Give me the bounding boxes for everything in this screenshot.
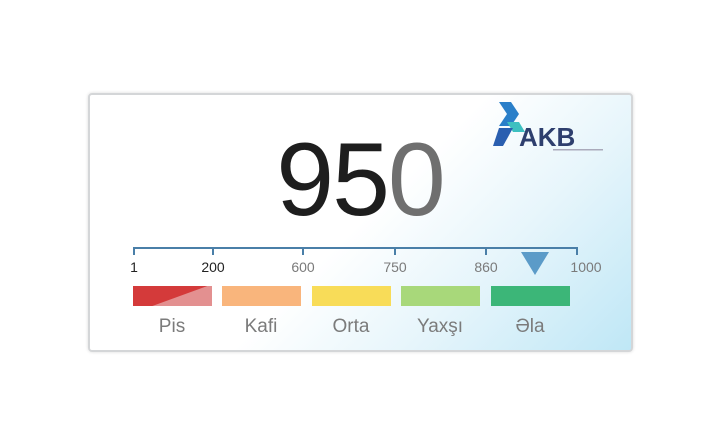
bar-kafi <box>222 286 301 306</box>
category-label: Yaxşı <box>416 316 464 337</box>
tick <box>302 247 304 255</box>
category-label: Pis <box>158 316 186 337</box>
tick <box>576 247 578 255</box>
scale-axis <box>133 247 578 249</box>
score-marker-triangle-icon <box>521 252 549 275</box>
category-label: Əla <box>515 316 545 337</box>
tick-label: 1 <box>130 259 138 275</box>
tick-label: 1000 <box>570 259 602 275</box>
bar-yaxsi <box>401 286 480 306</box>
category-label: Orta <box>332 316 370 337</box>
score-value: 950 <box>0 128 720 232</box>
tick-label: 750 <box>383 259 407 275</box>
score-last-digit: 0 <box>387 122 446 238</box>
logo-text: AKB <box>519 122 575 152</box>
tick-label: 600 <box>291 259 315 275</box>
bar-orta <box>312 286 391 306</box>
tick <box>212 247 214 255</box>
tick <box>394 247 396 255</box>
tick-label: 200 <box>201 259 225 275</box>
score-digits: 95 <box>276 122 390 238</box>
akb-logo: AKB <box>493 102 603 152</box>
bar-pis <box>133 286 212 306</box>
category-label: Kafi <box>244 316 278 337</box>
tick <box>485 247 487 255</box>
tick <box>133 247 135 255</box>
tick-label: 860 <box>474 259 498 275</box>
credit-score-card <box>88 93 633 352</box>
bar-ela <box>491 286 570 306</box>
